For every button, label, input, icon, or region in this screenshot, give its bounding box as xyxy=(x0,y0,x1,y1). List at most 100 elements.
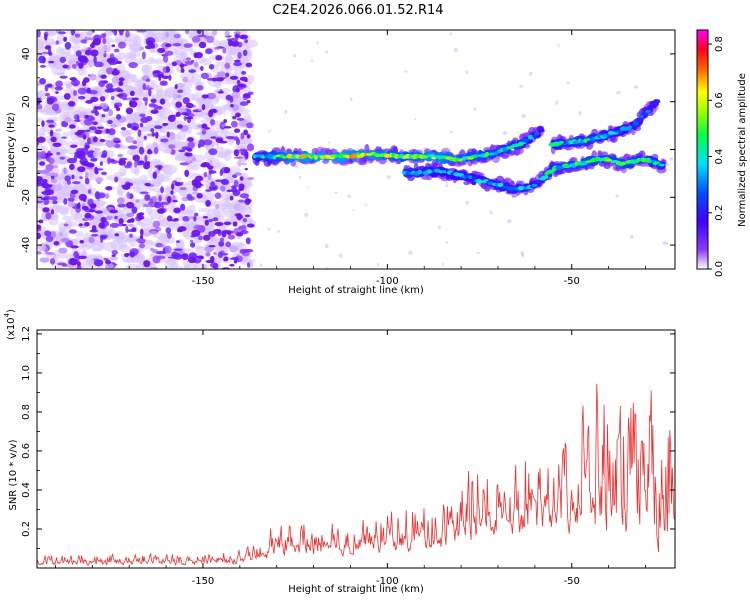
noise-blob xyxy=(143,135,147,140)
noise-blob xyxy=(170,148,176,155)
top-x-ticks: -150 -100 -50 xyxy=(55,30,646,287)
noise-blob xyxy=(144,194,151,201)
noise-blob xyxy=(102,150,108,158)
noise-blob xyxy=(205,48,213,55)
noise-blob xyxy=(215,55,223,61)
noise-blob xyxy=(184,47,195,52)
noise-blob xyxy=(86,30,94,36)
noise-blob xyxy=(138,146,145,155)
noise-blob xyxy=(95,176,104,183)
track-core xyxy=(508,186,516,191)
noise-blob xyxy=(105,128,110,134)
x-tick-label: -100 xyxy=(376,276,399,287)
noise-blob xyxy=(94,110,99,116)
noise-blob xyxy=(150,109,159,114)
noise-blob xyxy=(129,233,133,238)
x-tick-label: -150 xyxy=(192,576,215,587)
noise-blob xyxy=(57,183,63,191)
noise-blob xyxy=(37,103,43,111)
noise-blob xyxy=(107,157,111,165)
noise-blob xyxy=(136,30,147,33)
noise-blob xyxy=(47,48,52,56)
noise-blob xyxy=(164,90,172,102)
noise-blob xyxy=(131,97,139,101)
noise-blob xyxy=(217,91,224,94)
noise-blob xyxy=(227,234,235,240)
noise-blob xyxy=(325,50,329,54)
noise-blob xyxy=(52,253,57,260)
noise-blob xyxy=(50,178,58,183)
noise-blob xyxy=(44,230,52,237)
noise-blob xyxy=(203,171,208,178)
noise-blob xyxy=(114,233,119,237)
noise-blob xyxy=(55,40,60,45)
noise-blob xyxy=(42,179,48,183)
noise-blob xyxy=(235,232,244,237)
noise-blob xyxy=(186,193,193,200)
noise-blob xyxy=(150,43,156,49)
noise-blob xyxy=(223,138,236,143)
noise-blob xyxy=(74,231,84,238)
noise-blob xyxy=(246,143,255,152)
track-core xyxy=(635,118,643,123)
noise-blob xyxy=(152,160,164,166)
noise-blob xyxy=(240,162,248,166)
noise-blob xyxy=(91,116,95,121)
track-core xyxy=(604,158,613,162)
noise-blob xyxy=(147,148,152,155)
noise-blob xyxy=(82,134,87,140)
noise-blob xyxy=(128,50,137,61)
noise-blob xyxy=(150,127,155,133)
noise-blob xyxy=(113,140,121,143)
noise-blob xyxy=(164,245,172,254)
noise-blob xyxy=(83,118,94,126)
noise-blob xyxy=(237,137,253,145)
noise-blob xyxy=(180,63,184,69)
noise-blob xyxy=(198,107,202,111)
noise-blob xyxy=(180,203,186,211)
noise-blob xyxy=(465,200,470,205)
noise-blob xyxy=(107,233,111,241)
noise-blob xyxy=(208,218,213,223)
noise-blob xyxy=(139,113,146,118)
snr-frame xyxy=(36,329,676,569)
noise-blob xyxy=(37,251,42,255)
noise-blob xyxy=(142,51,146,60)
noise-blob xyxy=(135,238,146,243)
noise-blob xyxy=(245,198,252,204)
noise-blob xyxy=(178,149,186,153)
y-tick-label: 0.2 xyxy=(21,521,32,537)
noise-blob xyxy=(41,191,45,195)
noise-blob xyxy=(245,151,249,159)
noise-blob xyxy=(39,231,46,236)
noise-blob xyxy=(39,77,46,85)
noise-blob xyxy=(454,47,458,53)
noise-blob xyxy=(239,176,244,181)
noise-blob xyxy=(127,223,135,227)
noise-blob xyxy=(84,221,90,227)
colorbar-label: Normalized spectral amplitude xyxy=(737,73,748,227)
noise-blob xyxy=(79,176,83,180)
noise-blob xyxy=(180,68,185,73)
track-lower-track xyxy=(401,150,667,198)
y-tick-label: 0.8 xyxy=(21,404,32,420)
noise-blob xyxy=(209,159,213,166)
noise-blob xyxy=(142,232,151,237)
noise-blob xyxy=(84,177,90,185)
noise-blob xyxy=(175,111,181,117)
noise-blob xyxy=(214,192,222,200)
noise-blob xyxy=(182,76,188,83)
noise-blob xyxy=(245,237,251,245)
noise-blob xyxy=(59,56,67,63)
noise-blob xyxy=(64,116,72,123)
colorbar-tick-label: 0.0 xyxy=(714,261,725,277)
noise-blob xyxy=(98,222,106,229)
noise-blob xyxy=(142,83,147,90)
top-x-axis-label: Height of straight line (km) xyxy=(288,285,424,296)
noise-blob xyxy=(118,77,125,82)
y-tick-label: 1.0 xyxy=(21,365,32,381)
scale-factor-label: (x104) xyxy=(3,309,17,340)
noise-blob xyxy=(192,245,205,250)
noise-blob xyxy=(72,181,81,185)
noise-blob xyxy=(69,124,76,129)
